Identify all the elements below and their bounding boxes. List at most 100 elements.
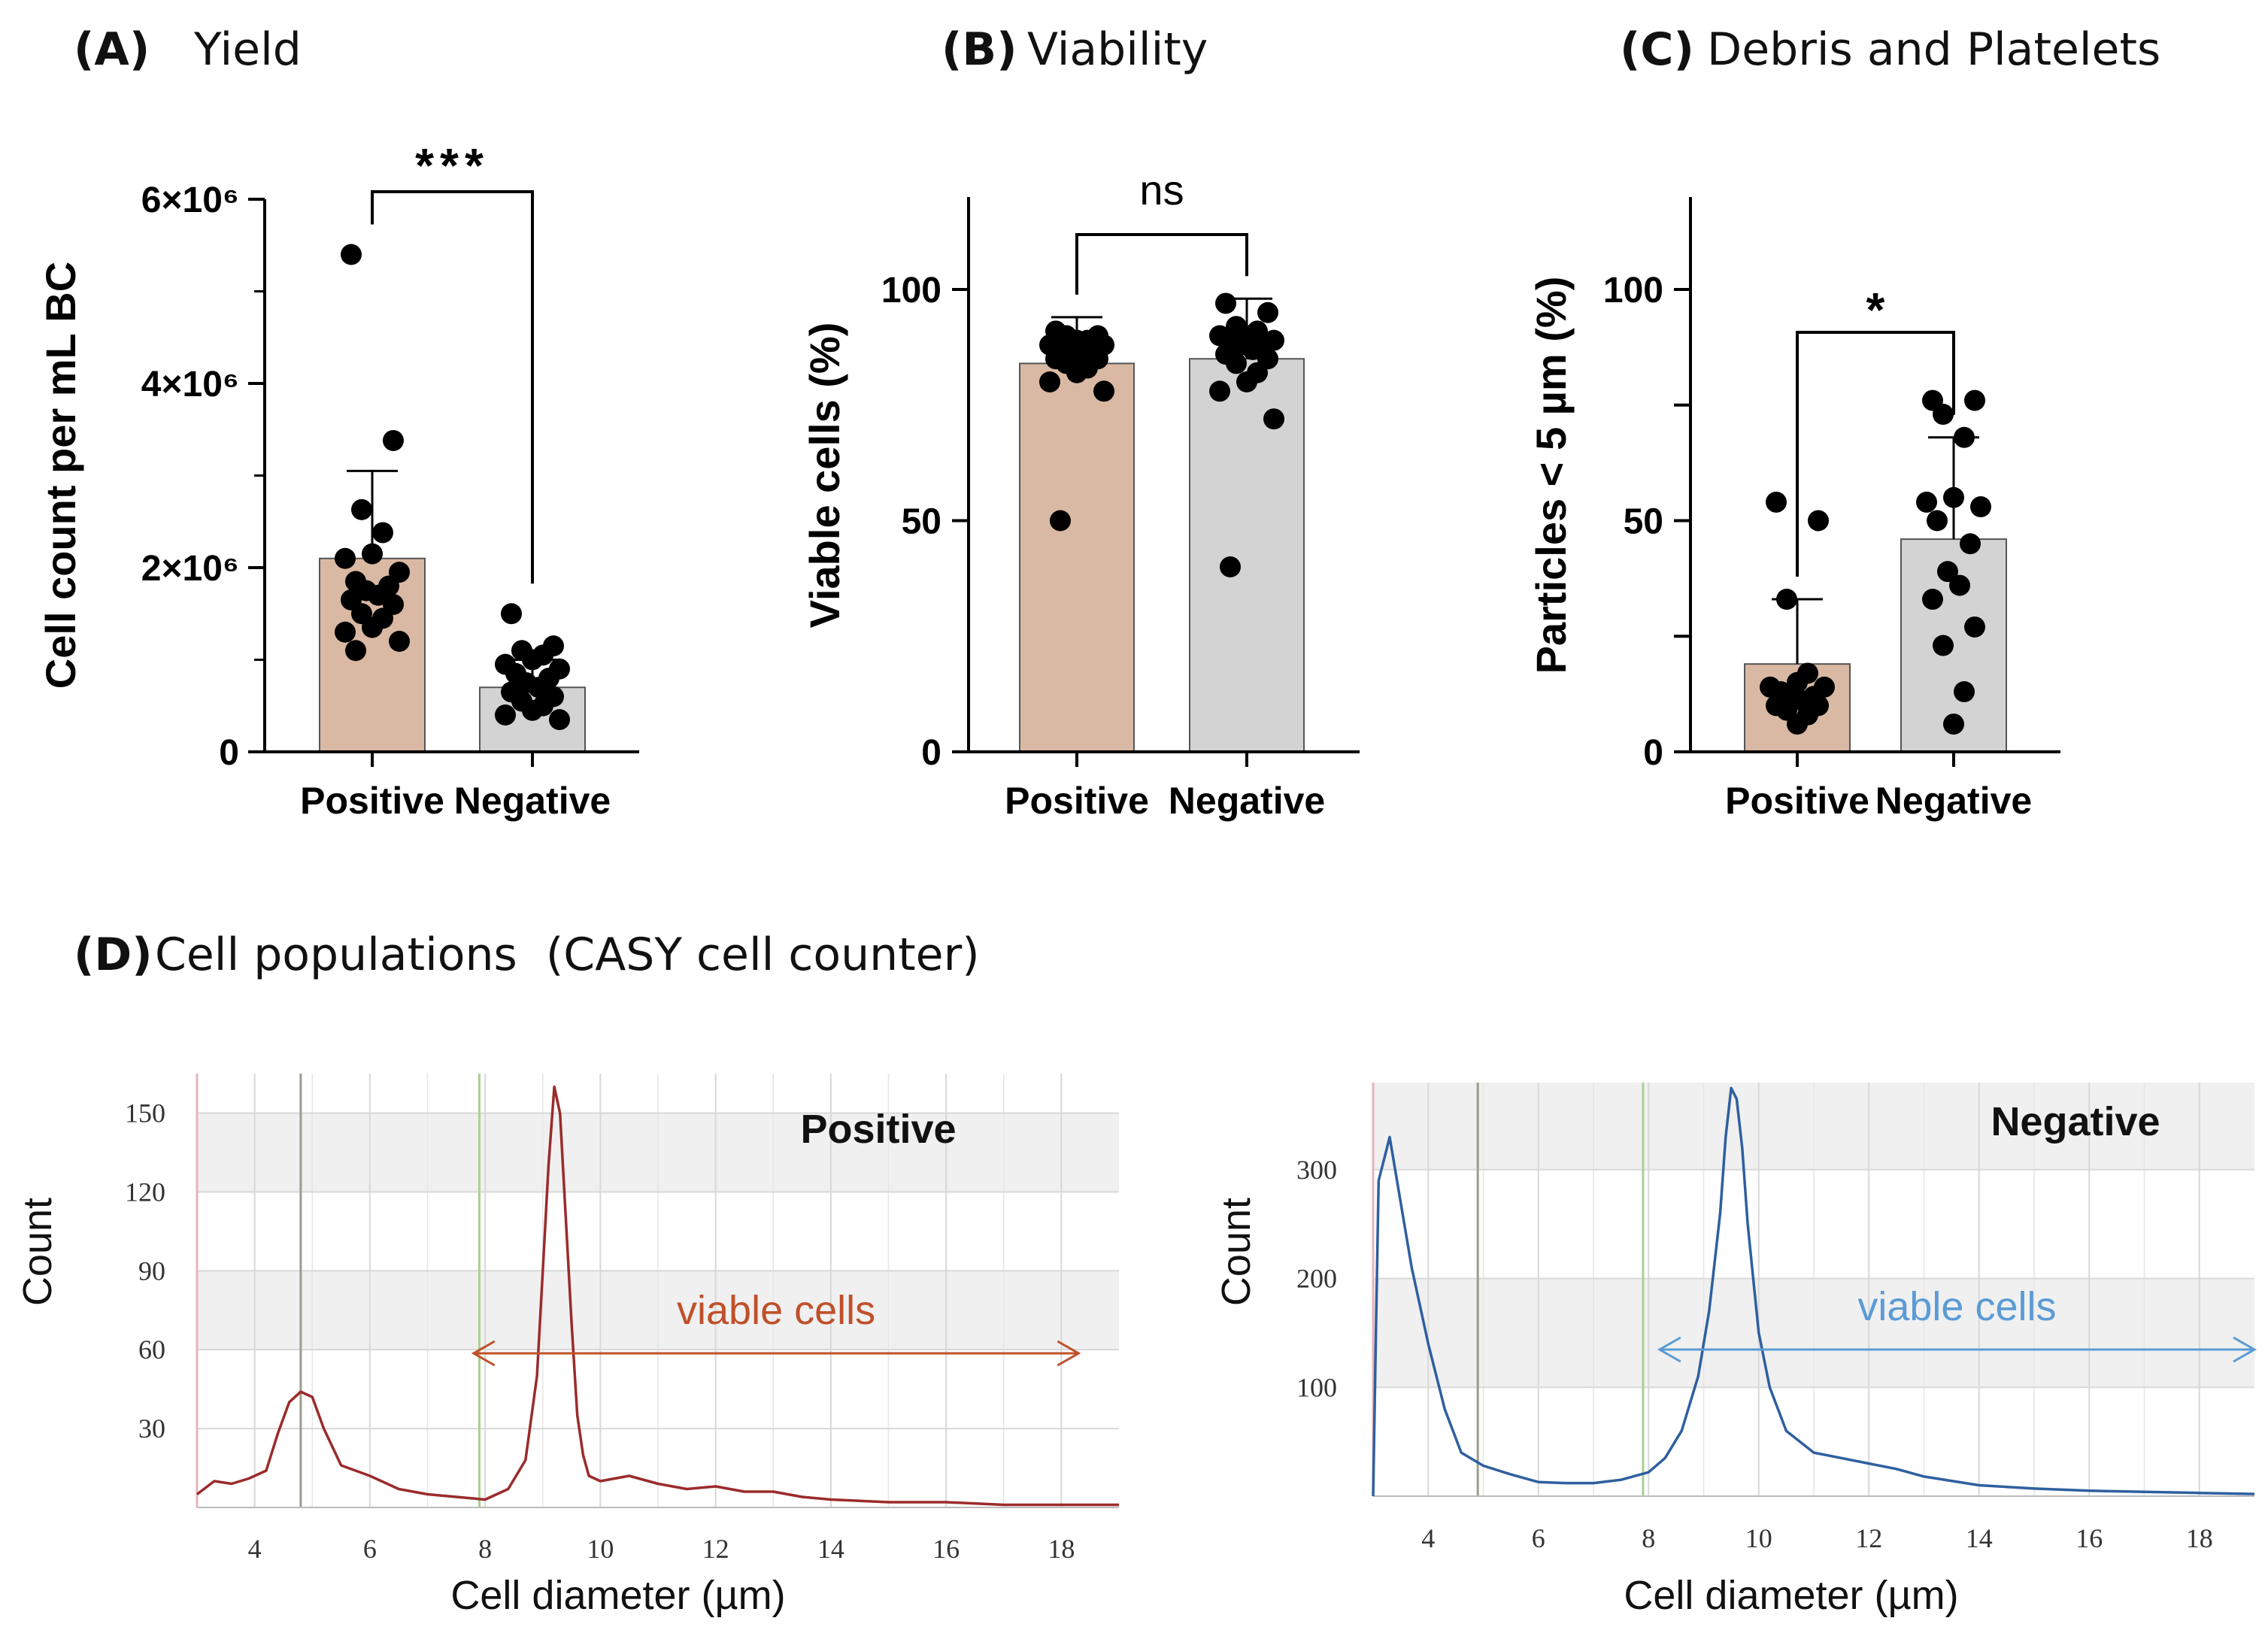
histogram-title: Positive [800,1107,956,1152]
y-tick-label: 30 [138,1413,165,1444]
x-tick-label: 18 [2186,1523,2213,1553]
arrow-head-right [1057,1340,1081,1367]
data-point-positive [383,429,404,451]
data-point-positive [1787,713,1808,735]
y-axis-label: Particles < 5 µm (%) [1527,277,1575,674]
data-point-positive [1039,371,1060,392]
x-tick-label: 10 [1745,1523,1772,1553]
y-tick-label: 2×10⁶ [141,549,239,589]
significance-bracket [1075,233,1248,295]
data-point-positive [1093,380,1114,402]
data-point-negative [1215,292,1236,314]
data-point-positive [351,498,372,520]
chart-yield: 0 2×10⁶ 4×10⁶ 6×10⁶ Positive Negative Cell cou… [37,138,639,822]
x-axis-label: Cell diameter (µm) [1624,1573,1958,1618]
data-point-negative [1933,404,1954,426]
data-point-positive [1066,362,1087,383]
data-point-negative [1242,338,1263,360]
data-point-negative [495,704,516,726]
data-point-negative [1916,491,1937,513]
y-axis-label: Count [15,1198,60,1306]
data-point-negative [528,677,549,698]
data-point-negative [1943,713,1964,735]
arrow-head-left [471,1340,496,1367]
data-point-positive [1050,510,1071,532]
data-point-positive [1766,491,1787,513]
data-point-negative [1970,496,1991,518]
data-point-positive [335,621,356,643]
bar-positive [1019,362,1135,753]
data-point-negative [501,603,522,625]
histogram-title: Negative [1991,1099,2160,1144]
y-tick-label: 6×10⁶ [141,180,239,220]
x-tick-label: 16 [2075,1523,2103,1553]
y-axis-label: Cell count per mL BC [37,262,84,689]
significance-label: ns [1139,166,1184,214]
data-point-negative [1964,616,1985,638]
arrow-head-right [2233,1336,2257,1363]
x-tick-label: 16 [932,1534,960,1564]
x-tick-label: 4 [1421,1523,1435,1553]
y-tick-label: 50 [1624,502,1663,542]
panel-b-title: Viability [1027,23,1208,76]
x-tick-label: 10 [587,1534,614,1564]
chart-viability: 0 50 100 Positive Negative Viable cells (%) ns [801,166,1360,822]
chart-histogram-positive: 4 6 8 10 12 14 16 18 30 60 90 120 150 Cell diameter (… [15,1074,1119,1618]
data-point-negative [1257,301,1278,323]
y-tick-label: 100 [881,271,941,311]
data-point-negative [1263,408,1284,430]
x-tick-label: 12 [1855,1523,1882,1553]
y-axis-label: Count [1214,1198,1259,1306]
data-point-negative [1960,533,1981,555]
data-point-negative [1943,486,1964,508]
y-tick-label: 90 [138,1256,165,1286]
data-point-negative [1949,574,1970,596]
x-axis-label: Cell diameter (µm) [450,1573,785,1618]
data-point-positive [372,522,393,544]
y-tick-label: 60 [138,1335,165,1365]
data-point-negative [1954,426,1975,448]
data-point-positive [368,584,389,606]
panel-d-letter: (D) [74,929,153,981]
data-point-positive [389,631,410,652]
chart-debris: 0 50 100 Positive Negative Particles < 5 µm (… [1527,197,2060,822]
category-label-negative: Negative [1169,780,1325,822]
data-point-negative [1209,380,1230,402]
data-point-negative [522,649,543,671]
y-tick-label: 100 [1296,1372,1337,1402]
data-point-negative [1226,353,1247,374]
data-point-positive [1808,510,1829,532]
data-point-negative [1236,371,1257,392]
chart-histogram-negative: 4 6 8 10 12 14 16 18 100 200 300 Cell diameter (µm)… [1214,1083,2257,1618]
x-tick-label: 12 [702,1534,729,1564]
data-point-negative [522,699,543,721]
x-tick-label: 18 [1048,1534,1075,1564]
y-tick-label: 0 [1643,733,1663,773]
data-point-positive [341,244,362,265]
category-label-negative: Negative [454,780,611,822]
y-tick-label: 100 [1603,271,1663,311]
data-point-negative [1964,389,1985,411]
histogram-curve [196,1085,1119,1507]
category-label-positive: Positive [300,780,444,822]
arrow-head-left [1657,1336,1681,1363]
panel-d-title: Cell populations (CASY cell counter) [155,929,980,981]
significance-label: * [1866,283,1885,337]
x-tick-label: 14 [1966,1523,1993,1553]
viable-cells-annotation: viable cells [677,1288,875,1333]
x-tick-label: 6 [363,1534,377,1564]
category-label-positive: Positive [1005,780,1149,822]
category-label-negative: Negative [1875,780,2032,822]
bar-negative [1189,358,1305,753]
panel-b-letter: (B) [941,23,1017,76]
x-tick-label: 4 [248,1534,262,1564]
panel-c-title: Debris and Platelets [1707,23,2160,76]
y-tick-label: 4×10⁶ [141,365,239,404]
data-point-negative [1922,589,1943,610]
significance-bracket [1796,331,1955,577]
viable-cells-annotation: viable cells [1857,1284,2056,1329]
data-point-negative [549,709,570,731]
data-point-positive [1776,589,1797,610]
y-tick-label: 200 [1296,1264,1337,1294]
